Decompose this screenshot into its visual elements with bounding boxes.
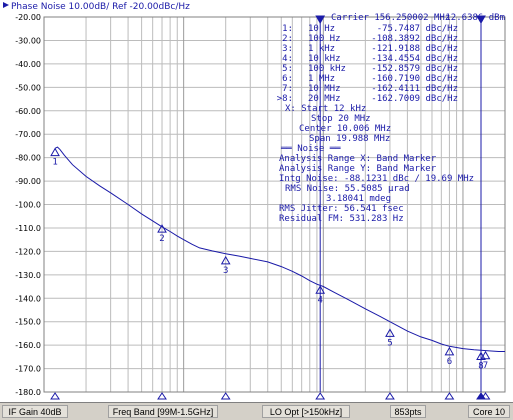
y-tick-label: -80.00 — [15, 154, 41, 163]
y-tick-label: -150.0 — [15, 318, 41, 327]
span-info-line: Span 19.988 MHz — [309, 134, 390, 144]
marker-label: 6 — [447, 357, 452, 367]
y-tick-label: -170.0 — [15, 365, 41, 374]
marker-label: 1 — [52, 158, 57, 168]
y-tick-label: -110.0 — [15, 224, 41, 233]
lo-opt-field[interactable]: LO Opt [>150kHz] — [262, 405, 350, 418]
y-tick-label: -120.0 — [15, 247, 41, 256]
marker-table-num: 3: — [282, 44, 293, 54]
marker-table-num: 1: — [282, 24, 293, 34]
marker-label: 7 — [483, 361, 488, 371]
noise-info-line: Analysis Range X: Band Marker — [279, 154, 437, 164]
bottom-marker — [315, 392, 326, 400]
marker-table-value: -162.4111 dBc/Hz — [371, 84, 458, 94]
trace-indicator-icon — [3, 2, 9, 8]
y-tick-label: -160.0 — [15, 341, 41, 350]
marker-label: 2 — [159, 234, 164, 244]
y-tick-label: -140.0 — [15, 294, 41, 303]
phase-noise-trace — [54, 146, 505, 352]
marker-triangle — [220, 255, 231, 265]
y-tick-label: -130.0 — [15, 271, 41, 280]
marker-table-num: 4: — [282, 54, 293, 64]
freq-band-field[interactable]: Freq Band [99M-1.5GHz] — [108, 405, 218, 418]
marker-table-num: 7: — [282, 84, 293, 94]
top-band-marker — [476, 15, 486, 25]
marker-label: 4 — [317, 295, 322, 305]
y-tick-label: -50.00 — [15, 83, 41, 92]
bottom-marker — [157, 392, 167, 400]
marker-label: 3 — [223, 266, 228, 276]
grid-layer — [43, 16, 506, 393]
points-field[interactable]: 853pts — [390, 405, 426, 418]
span-info-line: X: Start 12 kHz — [285, 104, 366, 114]
noise-info-line: Analysis Range Y: Band Marker — [279, 164, 437, 174]
plot-frame — [43, 16, 506, 393]
noise-info-line: RMS Noise: 55.5085 µrad — [285, 184, 410, 194]
marker-table-freq: 10 Hz — [308, 24, 335, 34]
marker-table-value: -121.9188 dBc/Hz — [371, 44, 458, 54]
status-bar: IF Gain 40dB Freq Band [99M-1.5GHz] LO O… — [0, 402, 513, 420]
span-info-line: Center 10.006 MHz — [299, 124, 391, 134]
noise-info-line: 3.18041 mdeg — [326, 194, 391, 204]
y-tick-label: -40.00 — [15, 60, 41, 69]
core-field[interactable]: Core 10 — [468, 405, 510, 418]
marker-triangle — [315, 285, 326, 294]
marker-label: 8 — [478, 361, 483, 371]
marker-table-freq: 10 MHz — [308, 84, 341, 94]
bottom-marker — [50, 392, 60, 400]
marker-table-value: -152.8579 dBc/Hz — [371, 64, 458, 74]
marker-table-freq: 1 MHz — [308, 74, 335, 84]
marker-triangle — [50, 147, 60, 157]
marker-table-freq: 20 MHz — [308, 94, 341, 104]
noise-info-line: Residual FM: 531.283 Hz — [279, 214, 404, 224]
chart-title: Phase Noise 10.00dB/ Ref -20.00dBc/Hz — [11, 2, 190, 12]
y-tick-label: -90.00 — [15, 177, 41, 186]
marker-label: 5 — [387, 338, 392, 348]
bottom-marker — [444, 392, 455, 400]
marker-table-freq: 1 kHz — [308, 44, 335, 54]
marker-table-num: >8: — [277, 94, 293, 104]
carrier-power-readout: 12.6386 dBm — [445, 13, 505, 23]
phase-noise-chart: -20.00 -30.00 -40.00 -50.00 -60.00 -70.00 -80.… — [3, 2, 506, 400]
marker-table-num: 5: — [282, 64, 293, 74]
marker-triangle — [480, 350, 491, 360]
y-tick-label: -70.00 — [15, 130, 41, 139]
marker-table-num: 2: — [282, 34, 293, 44]
marker-layer: 1 2 3 4 5 6 78 — [50, 147, 491, 371]
y-tick-labels: -20.00 -30.00 -40.00 -50.00 -60.00 -70.00 -80.… — [15, 13, 41, 397]
y-tick-label: -180.0 — [15, 388, 41, 397]
y-tick-label: -30.00 — [15, 36, 41, 45]
marker-table-value: -134.4554 dBc/Hz — [371, 54, 458, 64]
top-band-marker — [315, 15, 326, 25]
span-info-line: Stop 20 MHz — [311, 114, 371, 124]
bottom-marker-row — [50, 15, 491, 400]
marker-triangle — [476, 351, 486, 360]
y-tick-label: -100.0 — [15, 201, 41, 210]
carrier-readout: Carrier 156.250002 MHz — [331, 13, 450, 23]
marker-triangle — [444, 346, 455, 356]
y-tick-label: -20.00 — [15, 13, 41, 22]
readout-text-layer: Phase Noise 10.00dB/ Ref -20.00dBc/Hz Car… — [3, 2, 505, 224]
if-gain-field[interactable]: IF Gain 40dB — [2, 405, 68, 418]
marker-table-freq: 100 Hz — [308, 34, 341, 44]
marker-triangle — [157, 224, 167, 233]
y-tick-label: -60.00 — [15, 107, 41, 116]
noise-info-line: Intg Noise: -88.1231 dBc / 19.69 MHz — [279, 174, 474, 184]
marker-table-freq: 10 kHz — [308, 54, 341, 64]
bottom-marker — [476, 392, 486, 400]
marker-table-value: -160.7190 dBc/Hz — [371, 74, 458, 84]
bottom-marker — [385, 392, 395, 400]
marker-table-value: -75.7487 dBc/Hz — [377, 24, 458, 34]
marker-table-value: -108.3892 dBc/Hz — [371, 34, 458, 44]
noise-info-line: ══ Noise ══ — [280, 144, 341, 154]
noise-info-line: RMS Jitter: 56.541 fsec — [279, 204, 404, 214]
marker-triangle — [385, 328, 395, 337]
marker-table-value: -162.7009 dBc/Hz — [371, 94, 458, 104]
bottom-marker — [220, 392, 231, 400]
marker-table-freq: 100 kHz — [308, 64, 346, 74]
marker-table-num: 6: — [282, 74, 293, 84]
trace-layer — [54, 146, 505, 352]
